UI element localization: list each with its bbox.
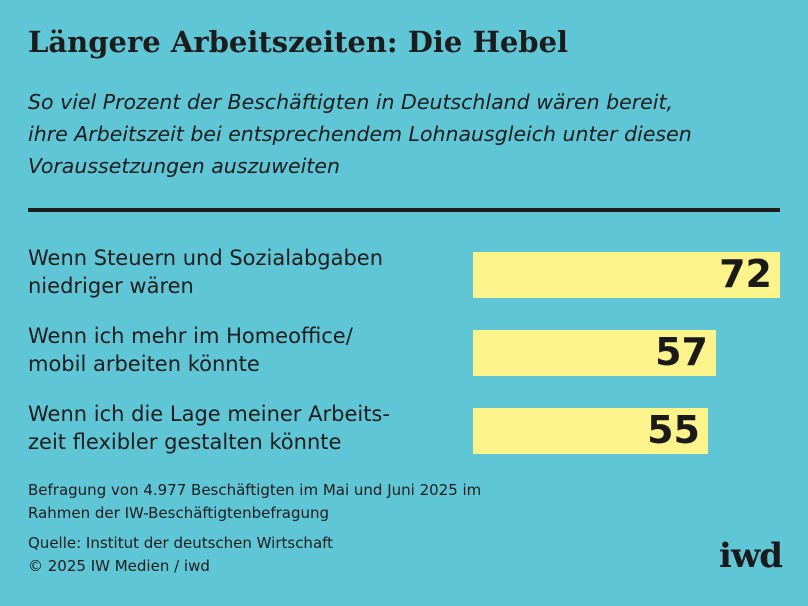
- bar-row: Wenn ich mehr im Homeoffice/mobil arbeit…: [0, 308, 808, 384]
- source-line: Quelle: Institut der deutschen Wirtschaf…: [28, 534, 334, 552]
- bar-label-line: mobil arbeiten könnte: [28, 352, 260, 376]
- bar-label: Wenn ich die Lage meiner Arbeits-zeit fl…: [28, 400, 458, 456]
- bar-value-label: 57: [655, 330, 708, 374]
- bar-label-line: Wenn Steuern und Sozialabgaben: [28, 246, 384, 270]
- bar-row: Wenn ich die Lage meiner Arbeits-zeit fl…: [0, 386, 808, 462]
- note-line: Befragung von 4.977 Beschäftigten im Mai…: [28, 481, 482, 499]
- bar-value-label: 55: [647, 408, 700, 452]
- bar-label: Wenn ich mehr im Homeoffice/mobil arbeit…: [28, 322, 458, 378]
- iwd-logo: iwd: [719, 536, 783, 576]
- bar: [473, 408, 708, 454]
- bar: [473, 252, 780, 298]
- bar-label-line: Wenn ich die Lage meiner Arbeits-: [28, 402, 390, 426]
- bar-label: Wenn Steuern und Sozialabgaben niedriger …: [28, 244, 458, 300]
- subtitle-line: ihre Arbeitszeit bei entsprechendem Lohn…: [28, 122, 692, 146]
- bar-value-label: 72: [719, 252, 772, 296]
- chart-subtitle: So viel Prozent der Beschäftigten in Deu…: [28, 86, 788, 182]
- bar-label-line: Wenn ich mehr im Homeoffice/: [28, 324, 353, 348]
- subtitle-line: Voraussetzungen auszuweiten: [28, 154, 340, 178]
- copyright-line: © 2025 IW Medien / iwd: [28, 557, 210, 575]
- bar-row: Wenn Steuern und Sozialabgaben niedriger …: [0, 230, 808, 306]
- subtitle-line: So viel Prozent der Beschäftigten in Deu…: [28, 90, 673, 114]
- divider-rule: [28, 208, 780, 212]
- bar-label-line: zeit flexibler gestalten könnte: [28, 430, 342, 454]
- note-line: Rahmen der IW-Beschäftigtenbefragung: [28, 504, 330, 522]
- bar: [473, 330, 716, 376]
- bar-chart: Wenn Steuern und Sozialabgaben niedriger …: [0, 230, 808, 470]
- chart-title: Längere Arbeitszeiten: Die Hebel: [28, 25, 569, 59]
- source-credit: Quelle: Institut der deutschen Wirtschaf…: [28, 532, 628, 578]
- survey-note: Befragung von 4.977 Beschäftigten im Mai…: [28, 479, 628, 525]
- bar-label-line: niedriger wären: [28, 274, 194, 298]
